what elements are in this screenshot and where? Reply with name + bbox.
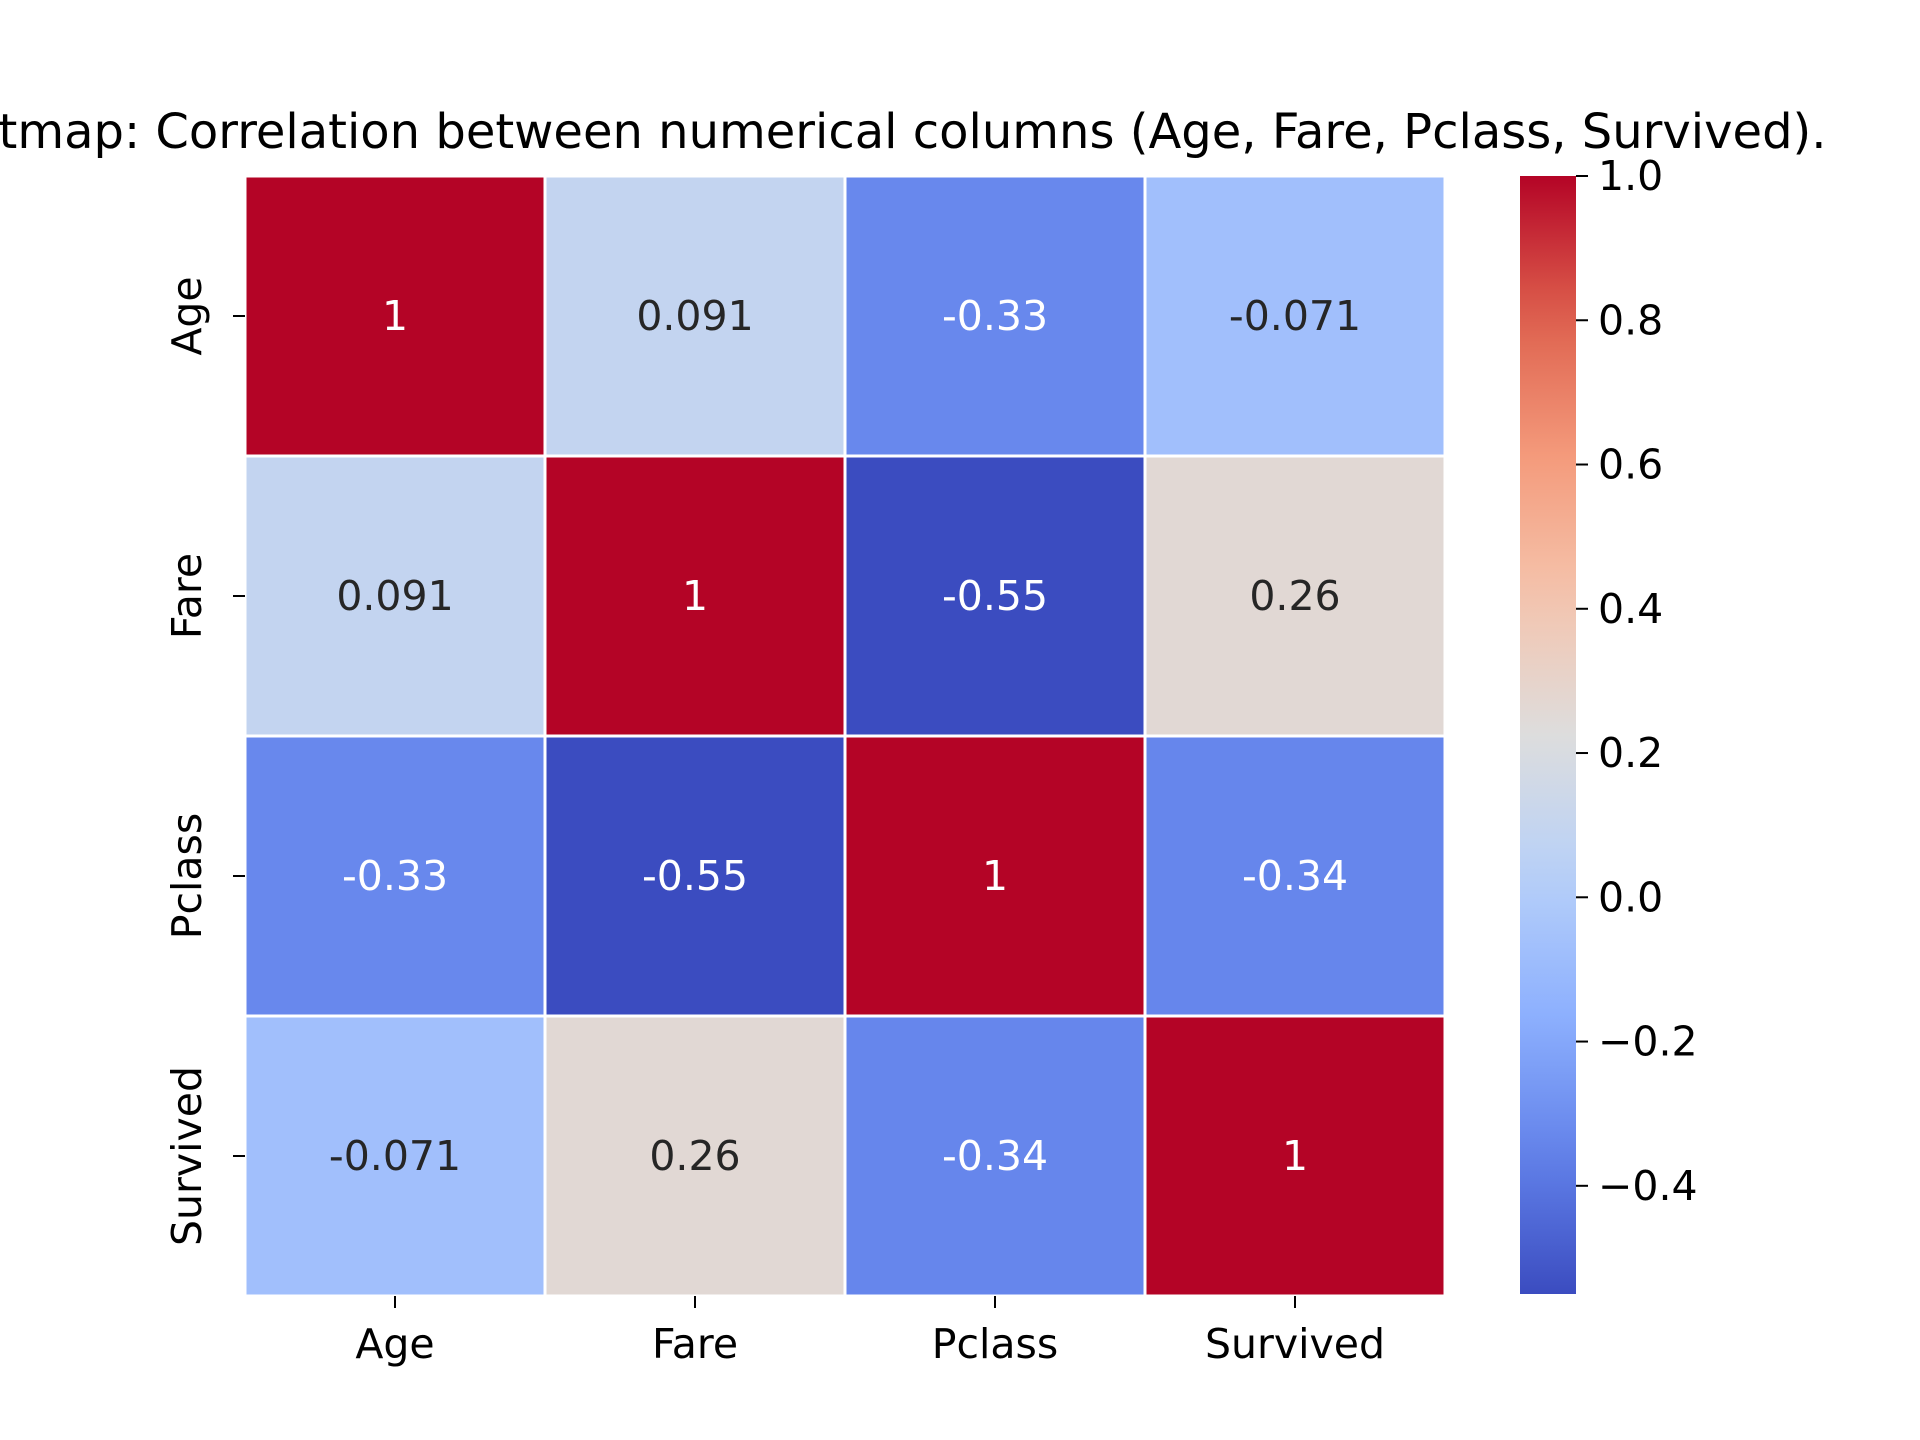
x-axis: Age Fare Pclass Survived [355,1296,1385,1368]
heatmap-cell-pclass-fare [543,734,847,1018]
cell-value-label: -0.34 [1242,852,1348,900]
x-tick-label: Fare [652,1320,738,1368]
colorbar: 1.0 0.8 0.6 0.4 0.2 0.0 −0.2 −0.4 [1520,152,1698,1294]
cell-value-label: -0.34 [942,1132,1048,1180]
y-tick-label: Fare [163,553,211,639]
y-tick-label: Age [163,276,211,355]
heatmap-cell-fare-fare [543,454,847,738]
colorbar-tick-label: 0.6 [1598,441,1663,489]
heatmap-cell-age-survived [1143,174,1447,458]
heatmap-cell-age-fare [543,174,847,458]
x-tick-label: Survived [1205,1320,1385,1368]
heatmap-cell-age-age [243,174,547,458]
cell-value-label: 1 [1282,1132,1308,1180]
heatmap-cells: 1 0.091 -0.33 -0.071 0.091 1 -0.55 0.26 -0.33 -0.… [243,174,1447,1298]
colorbar-tick-label: 0.2 [1598,729,1663,777]
colorbar-gradient [1520,176,1576,1294]
colorbar-tick-label: −0.2 [1598,1018,1698,1066]
cell-value-label: -0.55 [942,572,1048,620]
colorbar-tick-label: −0.4 [1598,1162,1698,1210]
cell-value-label: 1 [682,572,708,620]
cell-value-label: 0.091 [636,292,753,340]
cell-value-label: 1 [382,292,408,340]
heatmap-cell-fare-survived [1143,454,1447,738]
heatmap-cell-fare-age [243,454,547,738]
cell-value-label: 0.091 [336,572,453,620]
colorbar-tick-label: 0.0 [1598,873,1663,921]
heatmap-cell-pclass-survived [1143,734,1447,1018]
cell-value-label: 0.26 [649,1132,740,1180]
chart-title: Heatmap: Correlation between numerical c… [0,104,1827,160]
cell-value-label: 1 [982,852,1008,900]
y-tick-label: Survived [163,1066,211,1246]
colorbar-tick-label: 0.8 [1598,296,1663,344]
cell-value-label: -0.071 [329,1132,461,1180]
colorbar-tick-label: 0.4 [1598,585,1663,633]
heatmap-cell-survived-pclass [843,1014,1147,1298]
cell-value-label: -0.071 [1229,292,1361,340]
cell-value-label: 0.26 [1249,572,1340,620]
heatmap-cell-survived-fare [543,1014,847,1298]
heatmap-cell-survived-survived [1143,1014,1447,1298]
cell-value-label: -0.33 [942,292,1048,340]
x-tick-label: Age [355,1320,434,1368]
colorbar-tick-label: 1.0 [1598,152,1663,200]
heatmap-cell-survived-age [243,1014,547,1298]
cell-value-label: -0.55 [642,852,748,900]
x-tick-label: Pclass [932,1320,1059,1368]
heatmap-cell-age-pclass [843,174,1147,458]
y-axis: Age Fare Pclass Survived [163,276,245,1246]
y-tick-label: Pclass [163,813,211,940]
cell-value-label: -0.33 [342,852,448,900]
